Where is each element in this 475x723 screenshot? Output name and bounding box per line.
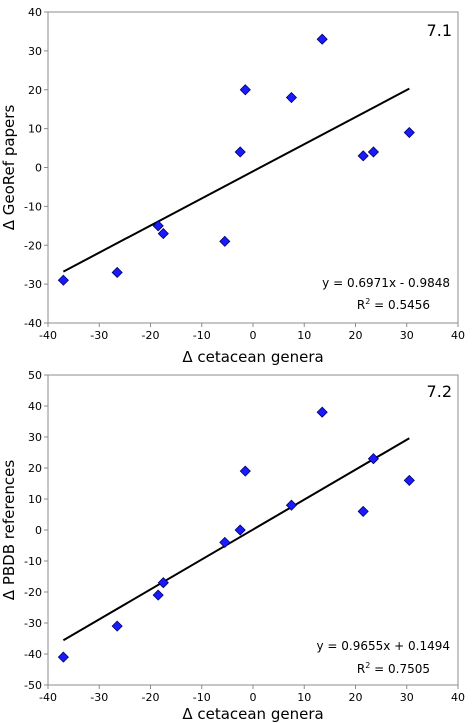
data-point [219, 536, 231, 548]
data-point [111, 620, 123, 632]
x-tick-label: 30 [400, 329, 414, 342]
data-point [367, 453, 380, 465]
y-tick-label: 10 [28, 123, 42, 136]
data-point [111, 266, 123, 279]
data-point [239, 465, 251, 477]
chart-panel-1: -40 -30 -20 -10 0 10 20 30 40 -40 -30 -20 -10 0 10 20 30… [0, 6, 465, 366]
r-squared-symbol: R [357, 662, 365, 676]
trendline [62, 437, 410, 642]
y-tick-label: 30 [28, 431, 42, 444]
x-tick-label: -40 [39, 329, 57, 342]
x-tick-label: -10 [193, 329, 211, 342]
y-axis-label: Δ GeoRef papers [0, 105, 18, 231]
x-tick-label: -20 [142, 329, 160, 342]
y-tick-label: 0 [35, 162, 42, 175]
y-tick-label: -30 [24, 278, 42, 291]
x-axis-label: Δ cetacean genera [182, 705, 323, 723]
data-point [403, 126, 415, 139]
data-point [57, 651, 69, 663]
data-point [57, 274, 69, 286]
data-point [152, 220, 164, 232]
x-tick-label: 40 [451, 691, 465, 704]
data-point [285, 91, 298, 104]
data-point [219, 235, 231, 247]
x-tick-label: 20 [349, 691, 363, 704]
y-tick-label: -10 [24, 200, 42, 213]
data-point [367, 146, 380, 158]
x-tick-label: 20 [349, 329, 363, 342]
x-tick-label: 10 [297, 329, 311, 342]
x-tick-label: -20 [142, 691, 160, 704]
data-point [285, 499, 298, 511]
x-tick-label: -30 [90, 691, 108, 704]
y-tick-label: -40 [24, 648, 42, 661]
r-squared-value: = 0.5456 [370, 298, 430, 312]
x-tick-label: 0 [250, 691, 257, 704]
regression-equation: y = 0.9655x + 0.1494 [316, 639, 450, 653]
r-squared-superscript: 2 [365, 661, 370, 670]
y-tick-label: 50 [28, 369, 42, 382]
x-tick-label: -40 [39, 691, 57, 704]
r-squared-value: = 0.7505 [370, 662, 430, 676]
data-point [234, 146, 246, 158]
x-tick-label: 0 [250, 329, 257, 342]
r-squared-superscript: 2 [365, 297, 370, 306]
x-axis-label: Δ cetacean genera [182, 348, 323, 366]
y-tick-label: -50 [24, 679, 42, 692]
chart-panel-2: -40 -30 -20 -10 0 10 20 30 40-50-40-30-20-100102… [0, 369, 465, 723]
data-point [316, 406, 328, 418]
y-tick-label: 20 [28, 84, 42, 97]
y-tick-label: -30 [24, 617, 42, 630]
data-point [316, 33, 328, 45]
y-tick-label: 40 [28, 6, 42, 19]
r-squared-label: R2 = 0.7505 [357, 661, 430, 676]
y-tick-label: -20 [24, 239, 42, 252]
panel-label: 7.1 [427, 21, 452, 40]
x-tick-label: 10 [297, 691, 311, 704]
data-point [157, 228, 169, 240]
y-tick-label: 20 [28, 462, 42, 475]
y-tick-label: -20 [24, 586, 42, 599]
r-squared-label: R2 = 0.5456 [357, 297, 430, 312]
trendline [62, 87, 410, 273]
data-point [234, 524, 246, 536]
x-tick-label: -30 [90, 329, 108, 342]
y-tick-label: 30 [28, 45, 42, 58]
y-tick-label: 40 [28, 400, 42, 413]
panel-label: 7.2 [427, 382, 452, 401]
y-tick-label: 0 [35, 524, 42, 537]
y-tick-label: -10 [24, 555, 42, 568]
data-point [152, 589, 164, 601]
data-point [357, 505, 369, 517]
x-tick-label: -10 [193, 691, 211, 704]
y-tick-label: -40 [24, 317, 42, 330]
data-point [403, 474, 415, 486]
data-point [357, 150, 369, 162]
x-tick-label: 40 [451, 329, 465, 342]
x-tick-label: 30 [400, 691, 414, 704]
y-tick-label: 10 [28, 493, 42, 506]
data-point [239, 84, 251, 96]
data-point [157, 577, 169, 589]
r-squared-symbol: R [357, 298, 365, 312]
y-axis-label: Δ PBDB references [0, 460, 18, 601]
regression-equation: y = 0.6971x - 0.9848 [322, 276, 450, 290]
